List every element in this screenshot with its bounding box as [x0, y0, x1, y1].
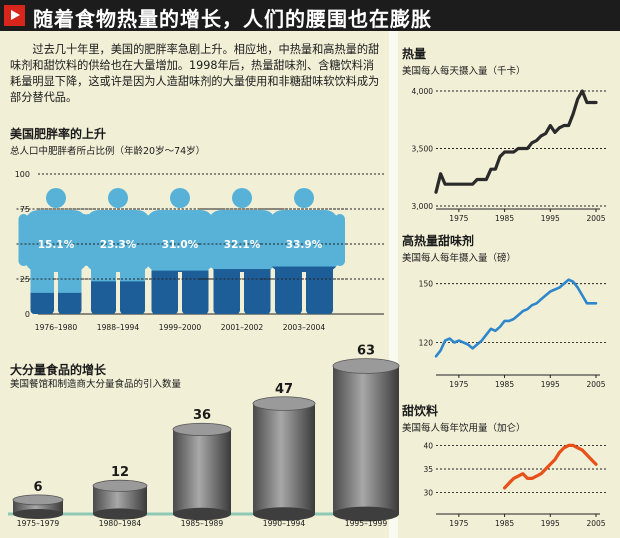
sweetener-chart-subtitle: 美国每人每年摄入量（磅）	[402, 253, 517, 264]
portion-cylinder	[172, 422, 232, 521]
calorie-chart-title: 热量	[402, 47, 427, 61]
x-tick-label: 1975	[449, 380, 468, 389]
cylinder-body	[333, 366, 399, 514]
intro-paragraph: 过去几十年里，美国的肥胖率急剧上升。相应地，中热量和高热量的甜味剂和甜饮料的供给…	[10, 43, 380, 104]
value-label: 33.9%	[286, 239, 323, 251]
value-label: 36	[193, 408, 211, 423]
cylinder-base	[13, 509, 63, 519]
x-tick-label: 1975	[449, 519, 468, 528]
portion-cylinder	[332, 358, 400, 522]
cylinder-base	[333, 506, 399, 522]
y-tick-label: 40	[423, 441, 433, 450]
value-label: 12	[111, 465, 129, 480]
portion-chart-title: 大分量食品的增长	[10, 363, 107, 377]
value-label: 63	[357, 344, 375, 359]
cylinder-body	[253, 403, 315, 514]
column-divider	[389, 31, 398, 538]
x-tick-label: 2005	[586, 214, 605, 223]
obesity-chart-subtitle: 总人口中肥胖者所占比例（年龄20岁～74岁）	[10, 146, 206, 157]
cylinder-top	[92, 479, 148, 492]
cylinder-base	[93, 508, 147, 520]
x-tick-label: 1985	[495, 519, 514, 528]
x-tick-label: 2005	[586, 380, 605, 389]
cylinder-top	[12, 494, 64, 506]
play-arrow-icon	[4, 5, 25, 26]
portion-cylinder	[252, 396, 316, 521]
value-label: 47	[275, 382, 293, 397]
portion-chart: 6 1975–1979 12 1980–1984 36 1985–1989 47 1990–1…	[8, 344, 400, 528]
series-line	[503, 443, 598, 490]
cylinder-body	[173, 429, 231, 514]
portion-chart-subtitle: 美国餐馆和制造商大分量食品的引入数量	[10, 379, 182, 390]
series-line	[434, 278, 598, 358]
x-tick-label: 1985	[495, 214, 514, 223]
x-tick-label: 2005	[586, 519, 605, 528]
obesity-bar	[201, 269, 283, 314]
series-line	[434, 89, 598, 194]
cylinder-top	[252, 396, 316, 411]
sweetener-chart: 120 150 1975 1985 1995 2005	[419, 278, 606, 389]
cylinder-base	[173, 507, 231, 521]
x-tick-label: 1990–1994	[263, 519, 306, 528]
value-label: 32.1%	[224, 239, 261, 251]
x-tick-label: 1975	[449, 214, 468, 223]
x-tick-label: 1995	[541, 380, 560, 389]
x-tick-label: 1985	[495, 380, 514, 389]
y-tick-label: 100	[15, 170, 30, 179]
cylinder-base	[253, 507, 315, 521]
x-tick-label: 1995–1999	[345, 519, 388, 528]
obesity-bar	[79, 281, 157, 314]
y-tick-label: 3,000	[412, 202, 434, 211]
y-tick-label: 30	[423, 489, 433, 498]
beverage-chart-title: 甜饮料	[402, 404, 439, 418]
page-title: 随着食物热量的增长，人们的腰围也在膨胀	[33, 7, 432, 31]
value-label: 15.1%	[38, 239, 75, 251]
x-tick-label: 2003–2004	[283, 323, 326, 332]
x-tick-label: 1999–2000	[159, 323, 202, 332]
y-tick-label: 0	[25, 310, 30, 319]
obesity-chart: 025507510015.1%1976–198023.3%1988–199431…	[15, 170, 384, 332]
figure-body	[263, 188, 345, 314]
beverage-chart-subtitle: 美国每人每年饮用量（加仑）	[402, 423, 526, 434]
value-label: 31.0%	[162, 239, 199, 251]
title-bar: 随着食物热量的增长，人们的腰围也在膨胀	[0, 0, 620, 31]
x-tick-label: 1980–1984	[99, 519, 142, 528]
person-figure: 33.9%	[261, 188, 347, 314]
x-tick-label: 1995	[541, 214, 560, 223]
sweetener-chart-title: 高热量甜味剂	[402, 234, 475, 248]
y-tick-label: 35	[423, 465, 433, 474]
portion-cylinder	[12, 494, 64, 519]
x-tick-label: 1975–1979	[17, 519, 60, 528]
value-label: 23.3%	[100, 239, 137, 251]
calorie-chart: 3,000 3,500 4,000 1975 1985 1995 2005	[412, 87, 606, 223]
calorie-chart-subtitle: 美国每人每天摄入量（千卡）	[402, 66, 526, 77]
y-tick-label: 4,000	[412, 87, 434, 96]
x-tick-label: 2001–2002	[221, 323, 264, 332]
y-tick-label: 120	[419, 339, 434, 348]
cylinder-top	[332, 358, 400, 374]
cylinder-top	[172, 422, 232, 437]
x-tick-label: 1976–1980	[35, 323, 78, 332]
beverage-chart: 30 35 40 1975 1985 1995 2005	[423, 441, 606, 528]
obesity-chart-title: 美国肥胖率的上升	[10, 127, 107, 141]
x-tick-label: 1995	[541, 519, 560, 528]
value-label: 6	[33, 480, 42, 495]
x-tick-label: 1988–1994	[97, 323, 140, 332]
y-tick-label: 150	[419, 280, 434, 289]
portion-cylinder	[92, 479, 148, 520]
obesity-bar	[263, 266, 345, 314]
x-tick-label: 1985–1989	[181, 519, 224, 528]
y-tick-label: 3,500	[412, 145, 434, 154]
obesity-bar	[139, 270, 221, 314]
